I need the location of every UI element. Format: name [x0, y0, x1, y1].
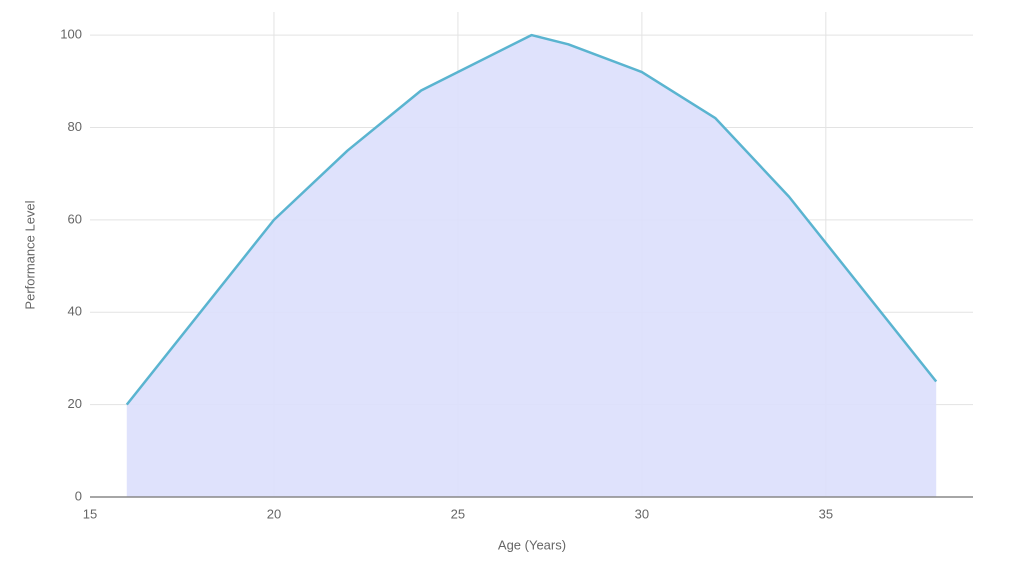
x-axis-label: Age (Years) [498, 537, 566, 552]
area [126, 35, 937, 497]
y-tick-label: 20 [68, 396, 82, 411]
y-tick-label: 60 [68, 211, 82, 226]
line [125, 33, 938, 406]
x-tick-label: 20 [267, 506, 281, 521]
y-tick-label: 0 [75, 488, 82, 503]
y-tick-label: 40 [68, 304, 82, 319]
x-tick-label: 15 [83, 506, 97, 521]
x-tick-label: 30 [635, 506, 649, 521]
y-axis-label: Performance Level [22, 200, 37, 309]
x-tick-label: 35 [819, 506, 833, 521]
y-tick-label: 80 [68, 119, 82, 134]
x-tick-label: 25 [451, 506, 465, 521]
y-tick-label: 100 [60, 27, 82, 42]
